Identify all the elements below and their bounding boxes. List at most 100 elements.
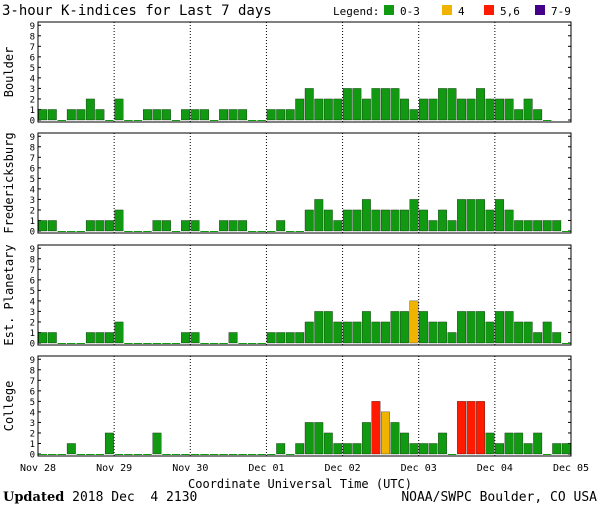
bar [400, 209, 409, 232]
bar [66, 109, 76, 121]
bar [466, 98, 476, 121]
bar [95, 220, 105, 232]
bar [409, 109, 419, 121]
updated-label: Updated [3, 490, 65, 505]
bar [219, 109, 229, 121]
bar [295, 98, 305, 121]
bar [419, 443, 428, 455]
bar [400, 432, 409, 455]
bar [285, 454, 295, 455]
bar [181, 332, 190, 344]
bar [171, 120, 181, 121]
bar [342, 88, 352, 121]
y-tick-label: 3 [30, 308, 35, 318]
bar [457, 311, 466, 344]
bar [152, 432, 162, 455]
y-tick-label: 0 [30, 340, 35, 350]
panels: 0123456789Boulder0123456789Fredericksbur… [2, 21, 572, 461]
bar [171, 231, 181, 232]
x-tick-label: Dec 05 [553, 463, 589, 474]
bar [133, 231, 143, 232]
x-tick-label: Dec 01 [248, 463, 284, 474]
bar [181, 220, 190, 232]
bar [38, 220, 48, 232]
x-tick-label: Dec 03 [401, 463, 437, 474]
y-tick-label: 8 [30, 32, 35, 42]
y-tick-label: 6 [30, 53, 35, 63]
bar [47, 332, 57, 344]
bar [314, 98, 324, 121]
bar [285, 231, 295, 232]
bar [114, 209, 124, 232]
legend-swatch-3 [535, 5, 545, 15]
bar [323, 209, 333, 232]
bar [533, 432, 543, 455]
bar [476, 311, 485, 344]
y-tick-label: 6 [30, 387, 35, 397]
bar [124, 231, 133, 232]
bar [209, 231, 219, 232]
bar [457, 401, 466, 455]
bar [67, 231, 76, 232]
y-tick-label: 8 [30, 366, 35, 376]
bar [152, 343, 162, 344]
legend-item-label-1: 4 [458, 5, 465, 18]
bar [247, 454, 257, 455]
bar [466, 311, 476, 344]
bar [542, 454, 552, 455]
bar [48, 454, 57, 455]
x-tick-label: Nov 30 [172, 463, 208, 474]
bar [257, 120, 266, 121]
bar [371, 209, 381, 232]
y-tick-label: 0 [30, 117, 35, 127]
y-tick-label: 5 [30, 398, 35, 408]
bar [66, 443, 76, 455]
bar [238, 220, 248, 232]
bar [104, 220, 114, 232]
bar [352, 443, 362, 455]
y-tick-label: 9 [30, 22, 35, 32]
bar [333, 98, 343, 121]
bar [380, 321, 390, 344]
bar [104, 432, 114, 455]
bar [162, 343, 171, 344]
bar [523, 321, 533, 344]
bar [285, 332, 295, 344]
x-tick-label: Dec 04 [477, 463, 513, 474]
bar [190, 454, 200, 455]
bar [38, 454, 48, 455]
legend-swatch-0 [384, 5, 394, 15]
bar [495, 311, 505, 344]
bar [342, 209, 352, 232]
bar [228, 109, 238, 121]
y-tick-label: 5 [30, 175, 35, 185]
y-tick-label: 3 [30, 419, 35, 429]
bar [428, 321, 438, 344]
bar [57, 231, 67, 232]
y-tick-label: 2 [30, 318, 35, 328]
bar [466, 199, 476, 232]
x-tick-label: Nov 28 [20, 463, 56, 474]
y-tick-label: 1 [30, 329, 35, 339]
y-tick-label: 0 [30, 451, 35, 461]
bar [266, 231, 276, 232]
bar [447, 454, 457, 455]
bar [304, 209, 314, 232]
bar [371, 401, 381, 455]
bar [171, 454, 181, 455]
bar [361, 98, 371, 121]
bar [76, 231, 86, 232]
bar [428, 98, 438, 121]
bar [162, 454, 171, 455]
bar [257, 231, 266, 232]
bar [247, 120, 257, 121]
bar [200, 109, 209, 121]
x-tick-label: Dec 02 [325, 463, 361, 474]
bar [76, 109, 86, 121]
bar [476, 401, 485, 455]
bar [209, 120, 219, 121]
bar [352, 88, 362, 121]
